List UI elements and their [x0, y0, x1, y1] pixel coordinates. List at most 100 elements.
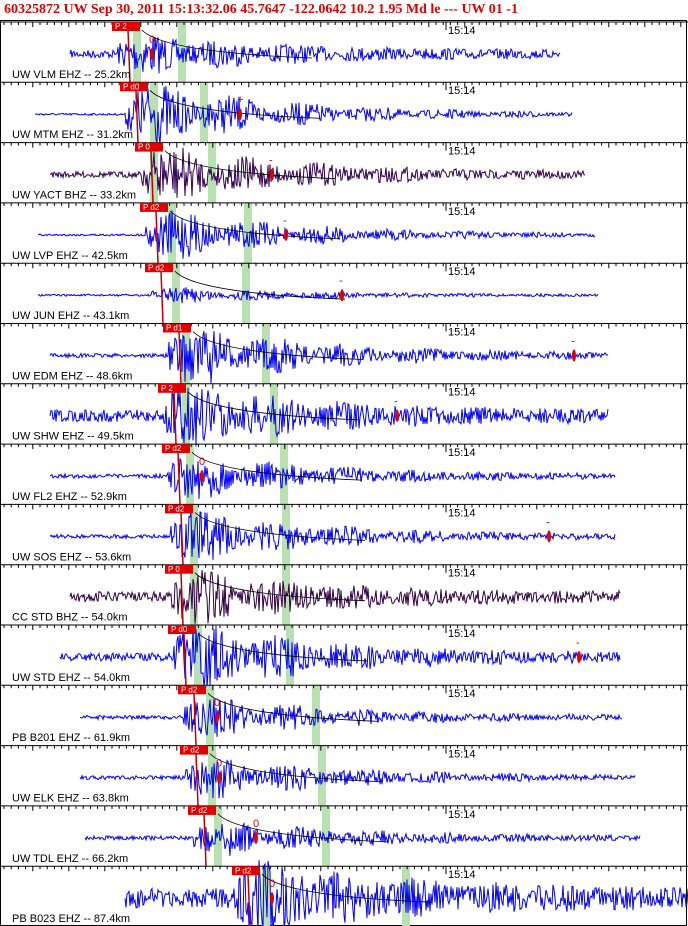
- time-label: 15:14: [448, 206, 476, 218]
- amp-marker: [572, 349, 576, 362]
- pick-line: [193, 693, 197, 746]
- amp-marker: [150, 48, 154, 60]
- trace: 15:14 P d0 + UW MTM EHZ -- 31.2km: [0, 81, 688, 145]
- marker-label: -: [571, 335, 575, 347]
- waveform: [124, 860, 688, 926]
- pick-label: P d2: [183, 746, 200, 755]
- time-label: 15:14: [448, 507, 476, 519]
- amp-marker: [270, 892, 274, 905]
- pick-line: [155, 210, 159, 264]
- station-label: PB B201 EHZ -- 61.9km: [12, 732, 130, 744]
- pick-box: [145, 263, 173, 273]
- time-label: 15:14: [448, 688, 476, 700]
- time-label: 15:14: [448, 25, 476, 37]
- phase-band: [282, 504, 290, 565]
- waveform: [84, 821, 641, 856]
- pick-label: P d2: [235, 866, 252, 875]
- time-ticks: [3, 82, 682, 88]
- amp-marker: [254, 831, 258, 844]
- waveform: [69, 570, 621, 624]
- phase-band: [194, 625, 202, 686]
- station-label: UW LVP EHZ -- 42.5km: [12, 250, 128, 262]
- waveform: [49, 387, 609, 447]
- decay-curve: [174, 270, 346, 300]
- phase-band: [244, 202, 252, 264]
- pick-label: P d1: [166, 324, 183, 333]
- pick-label: P d0: [123, 82, 140, 91]
- decay-curve: [141, 29, 313, 59]
- header-title: 60325872 UW Sep 30, 2011 15:13:32.06 45.…: [4, 2, 518, 17]
- station-label: UW JUN EHZ -- 43.1km: [12, 310, 129, 322]
- phase-band: [318, 745, 326, 806]
- amp-marker: [238, 108, 242, 121]
- waveform: [49, 147, 586, 198]
- trace: 15:14 P 2 - UW SHW EHZ -- 49.5km: [0, 383, 688, 447]
- waveform: [69, 36, 561, 74]
- time-label: 15:14: [448, 85, 476, 97]
- phase-band: [208, 142, 216, 203]
- waveform: [49, 511, 616, 560]
- decay-curve: [164, 150, 336, 179]
- phase-band: [214, 805, 222, 867]
- pick-box: [165, 504, 193, 514]
- waveform: [59, 625, 621, 689]
- decay-curve: [149, 90, 321, 119]
- time-ticks: [3, 444, 682, 450]
- pick-label: P 2: [115, 22, 127, 31]
- time-label: 15:14: [448, 387, 476, 399]
- station-label: UW FL2 EHZ -- 52.9km: [12, 491, 127, 503]
- decay-curve: [207, 693, 379, 722]
- pick-box: [178, 685, 206, 695]
- time-label: 15:14: [448, 266, 476, 278]
- marker-label: -: [576, 637, 580, 649]
- decay-curve: [209, 753, 381, 782]
- marker-label: 0: [199, 456, 205, 468]
- pick-line: [183, 632, 187, 686]
- trace: 15:14 P d2 0 PB B023 EHZ -- 87.4km: [0, 860, 688, 926]
- amp-marker: [215, 711, 219, 724]
- pick-label: P d2: [191, 806, 208, 815]
- time-label: 15:14: [448, 326, 476, 338]
- pick-label: P 0: [138, 143, 150, 152]
- waveform: [35, 85, 573, 145]
- pick-line: [173, 391, 177, 445]
- phase-band: [182, 383, 190, 445]
- pick-line: [135, 90, 139, 143]
- waveform: [37, 210, 596, 259]
- station-label: UW YACT BHZ -- 33.2km: [12, 190, 136, 202]
- marker-label: -: [269, 155, 273, 167]
- pick-line: [178, 331, 182, 384]
- amp-marker: [217, 771, 221, 784]
- pick-label: P d2: [143, 203, 160, 212]
- marker-label: -: [339, 275, 343, 287]
- station-label: UW VLM EHZ -- 25.2km: [12, 69, 131, 81]
- trace: 15:14 P d2 0 UW FL2 EHZ -- 52.9km: [0, 443, 688, 505]
- marker-label: -: [283, 215, 287, 227]
- pick-label: P d0: [171, 625, 188, 634]
- amp-marker: [577, 651, 581, 663]
- phase-band: [190, 504, 198, 565]
- station-label: UW SOS EHZ -- 53.6km: [12, 551, 131, 563]
- pick-box: [232, 866, 260, 876]
- marker-label: +: [237, 94, 243, 106]
- trace: 15:14 P 0 CC STD BHZ -- 54.0km: [0, 564, 688, 626]
- pick-line: [150, 150, 154, 203]
- pick-line: [203, 813, 207, 867]
- trace: 15:14 P d2 - UW SOS EHZ -- 53.6km: [0, 503, 688, 565]
- pick-line: [160, 271, 164, 324]
- marker-label: 0: [214, 697, 220, 709]
- amp-marker: [547, 530, 551, 543]
- decay-curve: [197, 632, 369, 662]
- trace: 15:14 P 0 - UW YACT BHZ -- 33.2km: [0, 142, 688, 203]
- time-ticks: [3, 22, 682, 27]
- amp-marker: [200, 470, 204, 483]
- pick-box: [163, 323, 191, 333]
- time-ticks: [3, 866, 682, 872]
- time-ticks: [3, 745, 682, 751]
- decay-curve: [169, 210, 341, 240]
- pick-line: [177, 452, 181, 505]
- decay-curve: [217, 813, 389, 843]
- waveform: [49, 458, 616, 499]
- waveform: [79, 698, 623, 737]
